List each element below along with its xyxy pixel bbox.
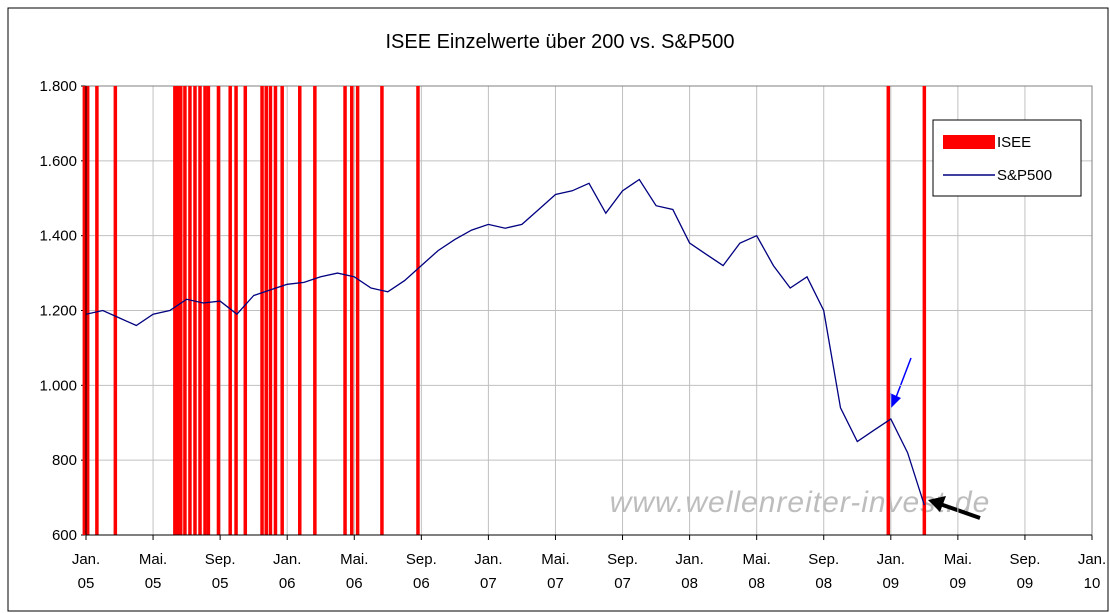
legend-label: ISEE [997,134,1031,151]
x-tick-label: Mai. 05 [139,551,167,592]
legend-box [932,119,1082,197]
x-tick-label: Mai. 08 [742,551,770,592]
x-tick-label: Mai. 07 [541,551,569,592]
x-tick-label: Jan. 06 [273,551,301,592]
y-tick-label: 1.800 [39,78,77,95]
black-arrow [939,502,981,520]
y-tick-label: 800 [52,452,77,469]
x-tick-label: Mai. 09 [944,551,972,592]
y-tick-label: 1.400 [39,228,77,245]
x-tick-label: Sep. 09 [1010,551,1041,592]
blue-arrow-head [890,393,901,408]
y-tick-label: 1.200 [39,303,77,320]
x-tick-label: Sep. 06 [406,551,437,592]
y-tick-label: 1.600 [39,153,77,170]
blue-arrow [894,357,912,401]
y-tick-label: 1.000 [39,377,77,394]
x-tick-label: Jan. 05 [72,551,100,592]
x-tick-label: Sep. 05 [205,551,236,592]
x-tick-label: Jan. 07 [474,551,502,592]
chart-frame [7,7,1109,612]
y-tick-label: 600 [52,527,77,544]
x-tick-label: Sep. 07 [607,551,638,592]
chart-title: ISEE Einzelwerte über 200 vs. S&P500 [385,31,734,53]
x-tick-label: Sep. 08 [808,551,839,592]
x-tick-label: Jan. 08 [675,551,703,592]
legend-swatch [943,135,995,149]
black-arrow-head [928,496,946,512]
sp500-line [85,178,925,506]
x-tick-label: Mai. 06 [340,551,368,592]
x-tick-label: Jan. 09 [877,551,905,592]
x-tick-label: Jan. 10 [1078,551,1106,592]
legend-label: S&P500 [997,167,1052,184]
